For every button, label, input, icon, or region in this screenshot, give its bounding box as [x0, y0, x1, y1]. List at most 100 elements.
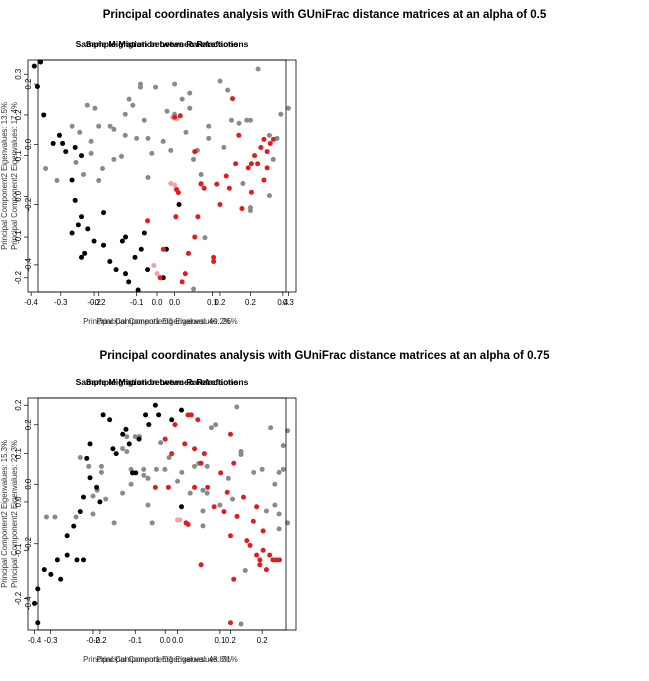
- black-point: [34, 83, 40, 89]
- grey-point: [145, 175, 151, 181]
- grey-point: [73, 514, 79, 520]
- x-tick-label: 0.2: [215, 298, 226, 307]
- grey-point: [247, 205, 253, 211]
- x-tick-label: -0.3: [54, 298, 67, 307]
- black-point: [132, 254, 138, 260]
- red-point: [211, 254, 217, 260]
- red-point: [195, 214, 201, 220]
- red-point: [248, 189, 254, 195]
- black-point: [119, 238, 125, 244]
- grey-point: [52, 514, 58, 520]
- x-tick-label: -0.4: [28, 636, 42, 645]
- grey-point: [145, 475, 151, 481]
- black-point: [97, 499, 103, 505]
- grey-point: [126, 96, 132, 102]
- plot-title: Sample Migration between Rarefactions: [86, 377, 249, 387]
- grey-point: [206, 123, 212, 129]
- black-point: [81, 557, 87, 563]
- black-point: [78, 254, 84, 260]
- y-tick-label: 0.2: [24, 79, 33, 90]
- red-point: [254, 504, 260, 510]
- grey-point: [217, 502, 223, 508]
- black-point: [60, 140, 66, 146]
- red-point: [248, 161, 254, 167]
- plot-frame: [27, 59, 287, 293]
- red-point: [247, 542, 253, 548]
- grey-point: [141, 466, 147, 472]
- grey-point: [111, 126, 117, 132]
- grey-point: [54, 178, 60, 184]
- pink-point: [151, 263, 157, 269]
- red-point: [254, 552, 260, 558]
- grey-point: [168, 147, 174, 153]
- grey-point: [84, 102, 90, 108]
- grey-point: [160, 138, 166, 144]
- red-point: [252, 153, 258, 159]
- black-point: [91, 238, 97, 244]
- red-point: [224, 489, 230, 495]
- grey-point: [92, 105, 98, 111]
- x-tick-label: -0.2: [92, 298, 105, 307]
- black-point: [85, 226, 91, 232]
- red-point: [169, 451, 175, 457]
- x-tick-label: 0.0: [160, 636, 172, 645]
- red-point: [162, 436, 168, 442]
- black-point: [72, 197, 78, 203]
- black-point: [35, 620, 41, 626]
- x-axis-label: Principal Component1 Eigenvalues: 31%: [96, 655, 237, 664]
- grey-point: [247, 117, 253, 123]
- black-point: [123, 234, 129, 240]
- x-tick-label: 0.3: [283, 298, 294, 307]
- grey-point: [77, 129, 83, 135]
- black-point: [135, 287, 141, 293]
- x-tick-label: 0.0: [169, 298, 181, 307]
- red-point: [263, 567, 269, 573]
- black-point: [81, 494, 87, 500]
- red-point: [172, 114, 178, 120]
- black-point: [138, 246, 144, 252]
- grey-point: [206, 135, 212, 141]
- grey-point: [120, 490, 126, 496]
- black-point: [54, 557, 60, 563]
- black-point: [50, 140, 56, 146]
- grey-point: [134, 135, 140, 141]
- red-point: [264, 149, 270, 155]
- red-point: [157, 275, 163, 281]
- grey-point: [270, 156, 276, 162]
- grey-point: [240, 181, 246, 187]
- y-axis-label: Principal Component2 Eigenvalues: 17.4%: [10, 102, 19, 250]
- grey-point: [217, 78, 223, 84]
- red-point: [231, 460, 237, 466]
- black-point: [69, 177, 75, 183]
- black-point: [58, 576, 64, 582]
- grey-point: [200, 523, 206, 529]
- pink-point: [177, 517, 183, 523]
- red-point: [261, 177, 267, 183]
- black-point: [126, 441, 132, 447]
- black-point: [133, 470, 139, 476]
- black-point: [146, 422, 152, 428]
- grey-point: [204, 490, 210, 496]
- grey-point: [130, 102, 136, 108]
- x-axis-label: Principal Component1 Eigenvalues: 48.8%: [83, 655, 231, 664]
- grey-point: [164, 108, 170, 114]
- black-point: [126, 279, 132, 285]
- black-point: [87, 441, 93, 447]
- y-tick-label: 0.1: [14, 150, 23, 161]
- grey-point: [191, 156, 197, 162]
- black-point: [178, 407, 184, 413]
- red-point: [239, 206, 245, 212]
- grey-point: [88, 150, 94, 156]
- black-point: [143, 412, 149, 418]
- y-axis-label: Principal Component2 Eigenvalues: 13.5%: [0, 102, 9, 250]
- grey-point: [238, 449, 244, 455]
- grey-point: [202, 235, 208, 241]
- grey-point: [73, 159, 79, 165]
- grey-point: [255, 66, 261, 72]
- grey-point: [141, 472, 147, 478]
- black-point: [78, 214, 84, 220]
- y-tick-label: 0.2: [14, 110, 23, 121]
- red-point: [198, 562, 204, 568]
- grey-point: [200, 487, 206, 493]
- black-point: [141, 230, 147, 236]
